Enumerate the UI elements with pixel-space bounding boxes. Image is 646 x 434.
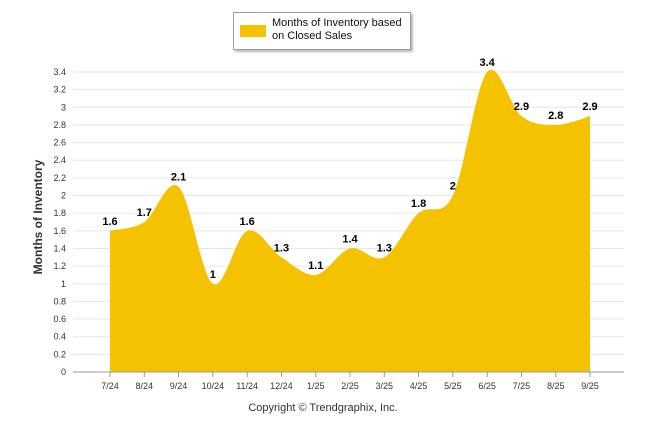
data-label: 1.1 [308,260,323,272]
copyright-text: Copyright © Trendgraphix, Inc. [248,402,398,414]
x-tick-label: 9/25 [581,381,599,391]
data-label: 2.9 [582,101,597,113]
series-area [110,69,590,373]
y-axis-ticks: 0 0.2 0.4 0.6 0.8 1 1.2 1.4 1.6 1.8 2 2.2 2.4 2.6 2.8 3… [53,67,66,377]
y-tick-label: 0.4 [53,332,66,342]
y-tick-label: 1.4 [53,243,66,253]
y-tick-label: 1.6 [53,226,66,236]
x-tick-label: 11/24 [236,381,258,391]
data-label: 1.3 [377,242,392,254]
data-label: 1 [210,269,216,281]
y-tick-label: 1.8 [53,208,66,218]
x-tick-label: 9/24 [170,381,188,391]
x-tick-label: 7/25 [513,381,531,391]
y-tick-label: 2.8 [53,120,66,130]
y-tick-label: 1 [61,279,66,289]
x-tick-label: 5/25 [444,381,462,391]
data-label: 2.1 [171,172,186,184]
x-axis-ticks: 7/24 8/24 9/24 10/24 11/24 12/24 1/25 2/25 3/25 4… [101,372,599,391]
data-label: 2.9 [514,101,529,113]
x-tick-label: 7/24 [101,381,119,391]
y-tick-label: 0.6 [53,314,66,324]
y-tick-label: 3.4 [53,67,66,77]
data-label: 2.8 [548,110,563,122]
x-tick-label: 1/25 [307,381,325,391]
y-tick-label: 0 [61,367,66,377]
x-tick-label: 8/25 [547,381,565,391]
legend-label: Months of Inventory based on Closed Sale… [272,17,402,42]
y-tick-label: 1.2 [53,261,66,271]
data-labels: 1.6 1.7 2.1 1 1.6 1.3 1.1 1.4 1.3 1.8 2 3.4 2.9 2.8 2.… [102,57,597,281]
y-axis-title: Months of Inventory [31,159,45,274]
x-tick-label: 6/25 [478,381,496,391]
legend[interactable]: Months of Inventory based on Closed Sale… [233,12,411,50]
y-tick-label: 3.2 [53,85,66,95]
data-label: 3.4 [479,57,495,69]
x-tick-label: 10/24 [202,381,225,391]
y-tick-label: 3 [61,102,66,112]
x-tick-label: 4/25 [410,381,428,391]
data-label: 1.6 [102,216,117,228]
y-tick-label: 0.8 [53,296,66,306]
data-label: 1.7 [137,207,152,219]
x-tick-label: 8/24 [136,381,154,391]
data-label: 1.4 [342,233,358,245]
data-label: 1.6 [239,216,254,228]
data-label: 1.8 [411,198,426,210]
x-tick-label: 2/25 [341,381,359,391]
y-tick-label: 2 [61,191,66,201]
y-tick-label: 2.4 [53,155,66,165]
y-tick-label: 2.2 [53,173,66,183]
y-tick-label: 2.6 [53,138,66,148]
legend-swatch [240,25,266,37]
y-tick-label: 0.2 [53,349,66,359]
data-label: 1.3 [274,242,289,254]
x-tick-label: 3/25 [376,381,394,391]
x-tick-label: 12/24 [270,381,293,391]
data-label: 2 [450,181,456,193]
